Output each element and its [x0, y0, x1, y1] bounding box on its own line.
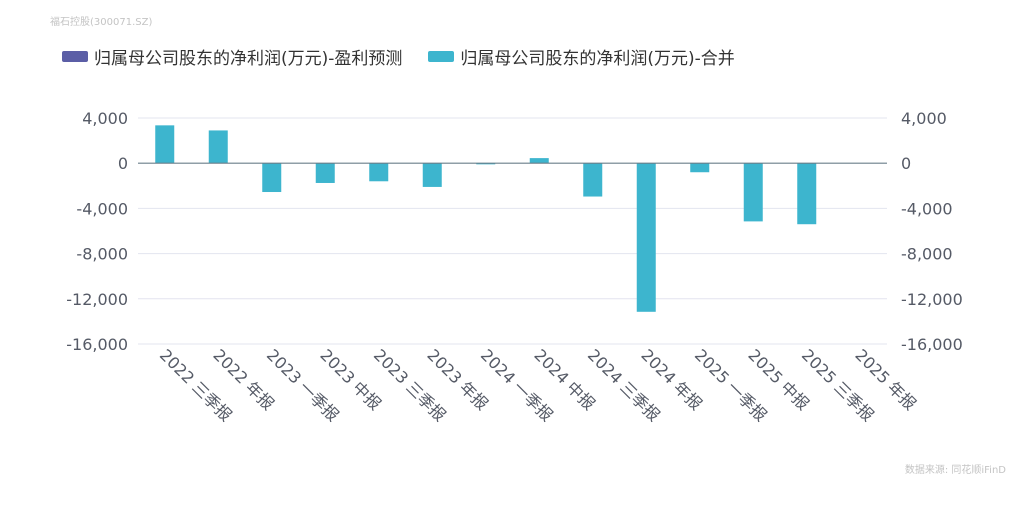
y-tick-label-right: 0 [901, 154, 911, 173]
bar-merged [155, 125, 175, 164]
bar-merged [636, 163, 656, 312]
y-tick-label-right: 4,000 [901, 109, 947, 128]
legend-swatch-merged [428, 51, 455, 62]
y-tick-label-left: -16,000 [66, 335, 128, 354]
y-tick-label-left: -8,000 [76, 245, 128, 264]
y-tick-label-right: -12,000 [901, 290, 963, 309]
y-tick-label-right: -4,000 [901, 199, 953, 218]
bar-merged [690, 163, 710, 173]
y-tick-label-left: 0 [118, 154, 128, 173]
bar-merged [315, 163, 335, 183]
y-tick-label-right: -16,000 [901, 335, 963, 354]
bar-merged [797, 163, 817, 225]
legend-item-merged[interactable]: 归属母公司股东的净利润(万元)-合并 [428, 44, 735, 69]
bar-merged [422, 163, 442, 187]
bar-merged [369, 163, 389, 182]
chart-legend: 归属母公司股东的净利润(万元)-盈利预测 归属母公司股东的净利润(万元)-合并 [62, 44, 761, 69]
bar-merged [743, 163, 763, 222]
bar-merged [529, 158, 549, 164]
legend-label-forecast: 归属母公司股东的净利润(万元)-盈利预测 [94, 49, 403, 69]
y-tick-label-left: 4,000 [82, 109, 128, 128]
y-tick-label-left: -4,000 [76, 199, 128, 218]
bar-merged [208, 130, 228, 164]
y-tick-label-left: -12,000 [66, 290, 128, 309]
legend-item-forecast[interactable]: 归属母公司股东的净利润(万元)-盈利预测 [62, 44, 402, 69]
bar-merged [583, 163, 603, 197]
legend-swatch-forecast [62, 51, 88, 62]
y-tick-label-right: -8,000 [901, 245, 953, 264]
legend-label-merged: 归属母公司股东的净利润(万元)-合并 [460, 49, 735, 69]
bar-merged [262, 163, 282, 193]
company-watermark: 福石控股(300071.SZ) [50, 17, 153, 28]
data-source: 数据来源: 同花顺iFinD [904, 465, 1006, 476]
